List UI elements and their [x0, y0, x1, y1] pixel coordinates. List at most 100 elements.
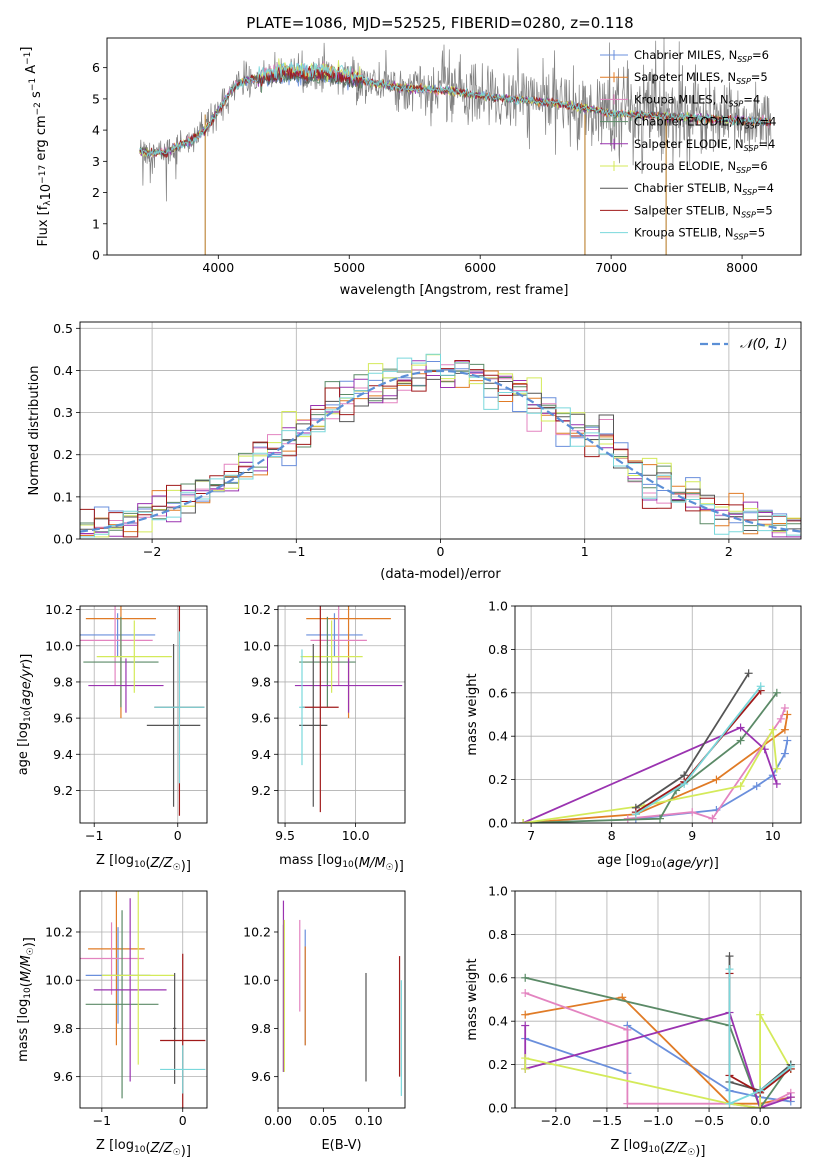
- weight-age-xtick-label: 8: [608, 828, 616, 843]
- mass-EBV-xtick-label: 0.05: [309, 1113, 337, 1128]
- age-Z-ytick-label: 10.0: [45, 638, 73, 653]
- age-Z-ylabel: age [log10(age/yr)]: [16, 654, 34, 776]
- age-mass-xlabel: mass [log10(M/M☉)]: [279, 853, 404, 874]
- residuals-ylabel: Normed distribution: [27, 366, 42, 496]
- mass-Z-xtick-label: 0: [179, 1113, 187, 1128]
- age-Z-frame: [79, 605, 208, 824]
- residuals-ytick-label: 0.5: [53, 321, 73, 336]
- weight-age-lines: [519, 669, 792, 823]
- mass-EBV-ytick-label: 9.8: [251, 1021, 271, 1036]
- residuals-xtick-label: 0: [437, 544, 445, 559]
- weight-Z-ytick-label: 1.0: [488, 884, 508, 899]
- residuals-ytick-label: 0.3: [53, 405, 73, 420]
- weight-Z-lines: [521, 952, 795, 1108]
- spectrum-ytick-label: 3: [92, 154, 100, 169]
- mass-Z-ytick-label: 10.0: [45, 973, 73, 988]
- figure-title: PLATE=1086, MJD=52525, FIBERID=0280, z=0…: [246, 14, 633, 32]
- residuals-xtick-label: 1: [581, 544, 589, 559]
- age-Z-points: [80, 606, 205, 816]
- mass-Z-xlabel: Z [log10(Z/Z☉)]: [96, 1138, 191, 1159]
- age-mass-xtick-label: 10.0: [342, 828, 370, 843]
- weight-Z-xtick-label: −1.5: [592, 1113, 622, 1128]
- age-mass-ytick-label: 10.0: [243, 638, 271, 653]
- spectrum-ytick-label: 4: [92, 123, 100, 138]
- mass-EBV-xtick-label: 0.00: [264, 1113, 292, 1128]
- age-mass-ytick-label: 9.8: [251, 674, 271, 689]
- mass-Z-xtick-label: −1: [93, 1113, 111, 1128]
- residuals-xtick-label: −1: [287, 544, 305, 559]
- mass-Z-ytick-label: 9.8: [53, 1021, 73, 1036]
- weight-age-ytick-label: 0.8: [488, 642, 508, 657]
- legend-entry: Chabrier MILES, NSSP=6: [634, 48, 769, 64]
- weight-Z-xlabel: Z [log10(Z/Z☉)]: [611, 1138, 706, 1159]
- mass-EBV-xtick-label: 0.10: [355, 1113, 383, 1128]
- residuals-hists: [80, 353, 801, 538]
- age-Z-ytick-label: 9.8: [53, 674, 73, 689]
- weight-Z-ytick-label: 0.8: [488, 927, 508, 942]
- weight-age-xtick-label: 7: [527, 828, 535, 843]
- weight-age-panel: 7 8 9 10 0.0 0.2 0.4 0.6 0.8 1.0 age [log10(age/yr…: [465, 599, 802, 871]
- legend-entry: Kroupa STELIB, NSSP=5: [634, 226, 765, 242]
- age-mass-points: [294, 606, 403, 813]
- spectrum-ytick-label: 1: [92, 216, 100, 231]
- spectrum-model-line: [139, 61, 771, 157]
- weight-Z-ytick-label: 0.0: [488, 1101, 508, 1116]
- spectrum-panel: 4000 5000 6000 7000 8000 0 1 2 3 4 5 6 Chabrier MILE…: [19, 37, 802, 298]
- spectrum-ytick-label: 2: [92, 185, 100, 200]
- spectrum-xlabel: wavelength [Angstrom, rest frame]: [340, 283, 569, 298]
- mass-Z-ytick-label: 9.6: [53, 1069, 73, 1084]
- residuals-ytick-label: 0.0: [53, 532, 73, 547]
- mass-EBV-xlabel: E(B-V): [321, 1138, 361, 1153]
- age-mass-ytick-label: 10.2: [243, 602, 271, 617]
- age-mass-xtick-label: 9.5: [275, 828, 295, 843]
- weight-Z-ytick-label: 0.6: [488, 970, 508, 985]
- weight-age-xlabel: age [log10(age/yr)]: [597, 853, 719, 871]
- weight-Z-xtick-label: 0.0: [750, 1113, 770, 1128]
- residuals-ytick-label: 0.4: [53, 363, 73, 378]
- spectrum-ytick-label: 6: [92, 60, 100, 75]
- spectrum-ytick-label: 0: [92, 248, 100, 263]
- legend-entry: Chabrier ELODIE, NSSP=4: [634, 115, 776, 131]
- mass-Z-grid: [80, 891, 207, 1108]
- age-Z-ytick-label: 9.2: [53, 783, 73, 798]
- residuals-frame: [79, 321, 802, 540]
- weight-age-ylabel: mass weight: [465, 673, 480, 755]
- residuals-xtick-label: −2: [143, 544, 161, 559]
- weight-age-ytick-label: 0.0: [488, 816, 508, 831]
- mass-Z-ylabel: mass [log10(M/M☉)]: [16, 937, 37, 1062]
- weight-Z-ytick-label: 0.4: [488, 1014, 508, 1029]
- mass-Z-frame: [79, 890, 208, 1109]
- weight-age-grid: [515, 605, 801, 824]
- weight-age-series-line: [522, 726, 778, 823]
- weight-Z-panel: −2.0 −1.5 −1.0 −0.5 0.0 0.0 0.2 0.4 0.6 0.8 1.0 Z […: [465, 884, 802, 1159]
- weight-age-ytick-label: 0.4: [488, 729, 508, 744]
- mass-EBV-ytick-label: 9.6: [251, 1069, 271, 1084]
- weight-Z-frame: [514, 890, 802, 1109]
- spectrum-xtick-label: 5000: [333, 260, 365, 275]
- residuals-xtick-label: 2: [725, 544, 733, 559]
- weight-Z-series-line: [524, 976, 792, 1108]
- legend-entry: Kroupa MILES, NSSP=4: [634, 92, 760, 108]
- age-mass-grid: [278, 606, 405, 823]
- residuals-panel: −2 −1 0 1 2 0.0 0.1 0.2 0.3 0.4 0.5 𝒩(0, 1) (data-mo…: [27, 321, 802, 582]
- age-Z-xtick-label: 0: [174, 828, 182, 843]
- weight-Z-grid: [515, 890, 801, 1109]
- legend-entry: Salpeter MILES, NSSP=5: [634, 70, 768, 86]
- spectrum-xtick-label: 7000: [595, 260, 627, 275]
- age-Z-ytick-label: 9.4: [53, 747, 73, 762]
- weight-age-xtick-label: 9: [688, 828, 696, 843]
- mass-Z-points: [80, 891, 206, 1108]
- age-Z-ytick-label: 9.6: [53, 711, 73, 726]
- spectrum-frame: [106, 37, 802, 256]
- age-Z-panel: −1 0 9.2 9.4 9.6 9.8 10.0 10.2 Z [log10(Z/Z☉)] ag…: [16, 602, 208, 874]
- weight-age-ytick-label: 0.2: [488, 772, 508, 787]
- spectrum-lines: [139, 38, 772, 255]
- mass-EBV-ytick-label: 10.2: [243, 924, 271, 939]
- mass-Z-panel: −1 0 9.6 9.8 10.0 10.2 Z [log10(Z/Z☉)] mass [lo…: [16, 890, 208, 1159]
- age-mass-frame: [277, 605, 406, 824]
- mass-EBV-panel: 0.00 0.05 0.10 9.6 9.8 10.0 10.2 E(B-V): [243, 890, 406, 1153]
- age-Z-ytick-label: 10.2: [45, 602, 73, 617]
- weight-age-ytick-label: 1.0: [488, 599, 508, 614]
- legend-entry: Salpeter ELODIE, NSSP=4: [634, 137, 775, 153]
